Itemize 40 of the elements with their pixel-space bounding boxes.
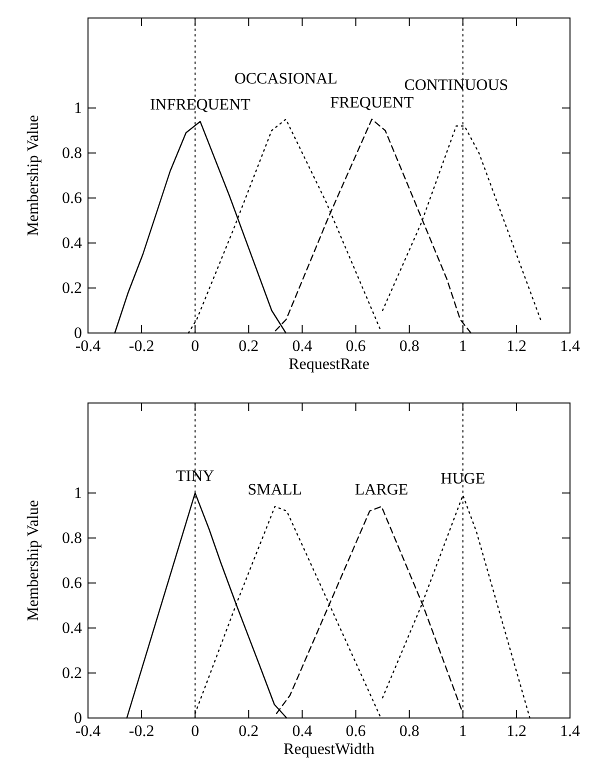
- x-tick-label: 0: [191, 338, 200, 355]
- x-tick-label: 0.4: [292, 338, 312, 355]
- y-tick-label: 1: [74, 485, 82, 502]
- x-tick-label: 1: [458, 723, 467, 740]
- text: OCCASIONAL: [234, 70, 338, 88]
- y-tick-label: 0.8: [62, 530, 82, 547]
- x-tick-label: 1.2: [506, 338, 526, 355]
- x-tick-label: 0: [191, 723, 200, 740]
- y-tick-label: 0.2: [62, 665, 82, 682]
- x-axis-title: RequestWidth: [284, 741, 374, 758]
- series-label: HUGE: [440, 470, 486, 488]
- y-tick-label: 0.2: [62, 280, 82, 297]
- y-tick-label: 0.6: [62, 190, 82, 207]
- x-tick-label: 1: [458, 338, 467, 355]
- text: CONTINUOUS: [404, 77, 508, 94]
- x-tick-label: 0.6: [346, 338, 366, 355]
- x-tick-label: 1.2: [506, 723, 526, 740]
- y-tick-label: 1: [74, 100, 82, 117]
- y-tick-label: 0.4: [62, 235, 82, 252]
- y-axis-title: Membership Value: [25, 114, 42, 236]
- series-label: TINY: [176, 468, 215, 485]
- series-label: LARGE: [354, 482, 408, 498]
- x-tick-label: 0.8: [399, 723, 420, 740]
- x-tick-label: -0.2: [128, 338, 154, 355]
- series-label: INFREQUENT: [150, 96, 251, 114]
- x-tick-label: 0.6: [346, 723, 366, 740]
- x-tick-label: 0.2: [238, 723, 259, 740]
- x-tick-label: 0.2: [238, 338, 259, 355]
- x-tick-label: 1.4: [560, 723, 580, 740]
- series-label: FREQUENT: [330, 94, 414, 112]
- y-tick-label: 0.6: [62, 575, 82, 592]
- x-tick-label: -0.2: [128, 723, 154, 740]
- y-axis-title: Membership Value: [25, 500, 42, 622]
- x-tick-label: 0.4: [292, 723, 312, 740]
- x-axis-title: RequestRate: [288, 356, 370, 373]
- y-tick-label: 0.4: [62, 620, 82, 637]
- series-label: SMALL: [248, 482, 302, 498]
- x-tick-label: 0.8: [399, 338, 420, 355]
- x-tick-label: 1.4: [560, 338, 580, 355]
- y-tick-label: 0.8: [62, 145, 82, 162]
